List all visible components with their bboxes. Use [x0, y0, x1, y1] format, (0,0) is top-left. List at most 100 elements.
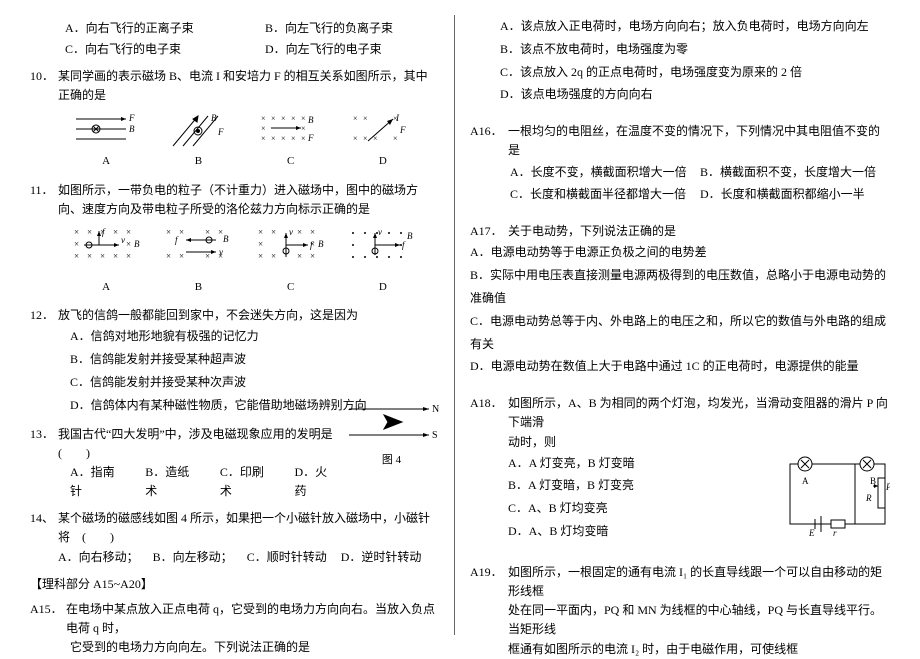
svg-text:×: ×	[310, 251, 315, 261]
svg-text:F: F	[307, 133, 314, 143]
q19-text3: 框通有如图所示的电流 I₂ 时，由于电磁作用，可使线框	[508, 640, 890, 659]
q17-opt-d: D．电源电动势在数值上大于电路中通过 1C 的正电荷时，电源提供的能量	[470, 355, 890, 378]
svg-text:P: P	[885, 482, 890, 492]
svg-text:v: v	[289, 227, 293, 237]
q17-opt-b: B．实际中用电压表直接测量电源两极得到的电压数值，总略小于电源电动势的准确值	[470, 264, 890, 310]
svg-text:A: A	[802, 476, 809, 486]
q11-fig-b: ×××× ×××× f v B	[161, 225, 236, 270]
svg-text:×: ×	[74, 251, 79, 261]
q15-opt-b: B．该点不放电荷时，电场强度为零	[500, 38, 890, 61]
q18-circuit: A B R P E r	[785, 456, 890, 542]
q14-opt-c: C．顺时针转动	[247, 548, 327, 567]
svg-text:×: ×	[74, 227, 79, 237]
svg-text:×: ×	[74, 239, 79, 249]
svg-text:f: f	[402, 240, 406, 250]
svg-text:v: v	[219, 247, 223, 257]
svg-text:B: B	[870, 476, 876, 486]
q11-fig-c: ×××× ×× ×××× v f B	[253, 225, 328, 270]
q12-opt-c: C．信鸽能发射并接受某种次声波	[70, 371, 439, 394]
svg-text:×: ×	[179, 251, 184, 261]
question-a16: A16． 一根均匀的电阻丝，在温度不变的情况下，下列情况中其电阻值不变的是 A．…	[470, 122, 890, 206]
column-divider	[454, 15, 455, 635]
svg-text:B: B	[308, 115, 314, 125]
q16-text: 一根均匀的电阻丝，在温度不变的情况下，下列情况中其电阻值不变的是	[508, 122, 890, 160]
svg-text:×: ×	[297, 251, 302, 261]
q11-fig-a: ××××× ×× ××××× f v B	[69, 225, 144, 270]
svg-text:×: ×	[271, 134, 276, 143]
svg-text:×: ×	[291, 134, 296, 143]
q12-opt-d: D．信鸽体内有某种磁性物质，它能借助地磁场辨别方向	[70, 398, 367, 412]
q13-opt-d: D．火药	[294, 463, 338, 501]
q15-opt-a: A．该点放入正电荷时，电场方向向右；放入负电荷时，电场方向向左	[500, 15, 890, 38]
q14-opt-b: B．向左移动；	[153, 548, 233, 567]
q11-label-b: B	[161, 279, 236, 297]
svg-text:R: R	[865, 493, 872, 503]
svg-text:×: ×	[363, 134, 368, 143]
svg-text:×: ×	[353, 134, 358, 143]
q10-text: 某同学画的表示磁场 B、电流 I 和安培力 F 的相互关系如图所示，其中正确的是	[58, 67, 439, 105]
svg-text:×: ×	[301, 124, 306, 133]
q15-options: A．该点放入正电荷时，电场方向向右；放入负电荷时，电场方向向左 B．该点不放电荷…	[500, 15, 890, 106]
question-a15: A15． 在电场中某点放入正点电荷 q，它受到的电场力方向向右。当放入负点电荷 …	[30, 600, 439, 658]
q13-text: 我国古代“四大发明”中，涉及电磁现象应用的发明是( )	[58, 425, 338, 463]
svg-text:×: ×	[297, 227, 302, 237]
q17-num: A17．	[470, 222, 508, 241]
svg-text:F: F	[399, 125, 406, 135]
svg-text:×: ×	[281, 134, 286, 143]
q11-text: 如图所示，一带负电的粒子（不计重力）进入磁场中，图中的磁场方向、速度方向及带电粒…	[58, 181, 439, 219]
svg-text:×: ×	[166, 227, 171, 237]
q19-num: A19．	[470, 563, 508, 601]
svg-text:F: F	[217, 127, 224, 137]
question-11: 11． 如图所示，一带负电的粒子（不计重力）进入磁场中，图中的磁场方向、速度方向…	[30, 181, 439, 296]
opt-d: D．向左飞行的电子束	[265, 40, 393, 57]
svg-text:B: B	[134, 239, 140, 249]
q11-label-a: A	[69, 279, 144, 297]
q10-label-b: B	[163, 153, 233, 171]
svg-text:v: v	[378, 227, 382, 237]
svg-text:×: ×	[271, 227, 276, 237]
q10-label-a: A	[71, 153, 141, 171]
q10-figures: F B A B F	[60, 111, 429, 171]
q10-fig-d: ××× ×××× I F	[348, 111, 418, 151]
svg-text:×: ×	[291, 114, 296, 123]
svg-text:B: B	[318, 239, 324, 249]
svg-text:×: ×	[258, 251, 263, 261]
q14-text: 某个磁场的磁感线如图 4 所示，如果把一个小磁针放入磁场中，小磁针将 ( )	[58, 509, 439, 547]
q12-opt-a: A．信鸽对地形地貌有极强的记忆力	[70, 325, 439, 348]
svg-text:×: ×	[261, 114, 266, 123]
svg-text:×: ×	[363, 114, 368, 123]
q16-opt-d: D．长度和横截面积都缩小一半	[700, 183, 890, 206]
q17-opt-a: A．电源电动势等于电源正负极之间的电势差	[470, 241, 890, 264]
q14-opt-d: D．逆时针转动	[341, 548, 422, 567]
q10-label-c: C	[256, 153, 326, 171]
q13-opt-b: B．造纸术	[145, 463, 200, 501]
q11-label-c: C	[253, 279, 328, 297]
question-a18: A18． 如图所示，A、B 为相同的两个灯泡，均发光，当滑动变阻器的滑片 P 向…	[470, 394, 890, 543]
q13-opt-c: C．印刷术	[220, 463, 275, 501]
svg-text:×: ×	[113, 227, 118, 237]
q10-label-d: D	[348, 153, 418, 171]
svg-text:r: r	[833, 528, 837, 536]
q15-text1: 在电场中某点放入正点电荷 q，它受到的电场力方向向右。当放入负点电荷 q 时，	[66, 600, 439, 638]
svg-text:×: ×	[261, 134, 266, 143]
svg-text:×: ×	[87, 227, 92, 237]
question-14: 14、 某个磁场的磁感线如图 4 所示，如果把一个小磁针放入磁场中，小磁针将 (…	[30, 509, 439, 567]
svg-text:×: ×	[301, 114, 306, 123]
q11-fig-d: v f B	[345, 225, 420, 270]
q14-num: 14、	[30, 509, 58, 547]
svg-text:f: f	[102, 227, 106, 237]
svg-text:E: E	[808, 528, 815, 536]
q12-num: 12．	[30, 306, 58, 325]
question-a17: A17． 关于电动势，下列说法正确的是 A．电源电动势等于电源正负极之间的电势差…	[470, 222, 890, 378]
page-root: A．向右飞行的正离子束 C．向右飞行的电子束 B．向左飞行的负离子束 D．向左飞…	[0, 0, 920, 650]
q16-num: A16．	[470, 122, 508, 160]
svg-text:v: v	[121, 235, 125, 245]
svg-text:×: ×	[100, 251, 105, 261]
q16-opt-a: A．长度不变，横截面积增大一倍	[510, 161, 700, 184]
svg-text:×: ×	[310, 227, 315, 237]
svg-text:×: ×	[113, 251, 118, 261]
svg-text:×: ×	[393, 134, 398, 143]
q10-fig-b: B F	[163, 111, 233, 151]
right-column: A．该点放入正电荷时，电场方向向右；放入负电荷时，电场方向向左 B．该点不放电荷…	[460, 15, 900, 635]
q19-text1: 如图所示，一根固定的通有电流 I₁ 的长直导线跟一个可以自由移动的矩形线框	[508, 563, 890, 601]
